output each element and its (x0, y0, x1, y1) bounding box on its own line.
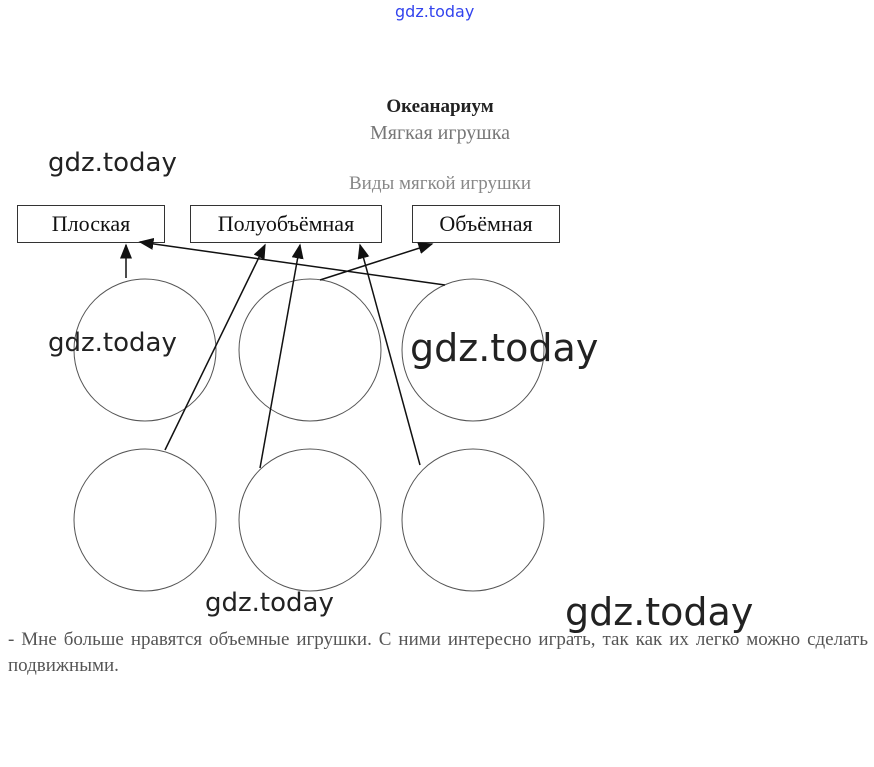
watermark: gdz.today (48, 148, 177, 178)
circle (401, 448, 545, 592)
subtitle-types: Виды мягкой игрушки (348, 173, 531, 194)
title: Океанариум (386, 96, 494, 117)
category-semi-volume: Полуобъёмная (190, 205, 382, 243)
arrow (164, 243, 266, 451)
circle (401, 278, 545, 422)
watermark: gdz.today (410, 326, 599, 370)
watermark: gdz.today (205, 588, 334, 618)
watermark: gdz.today (48, 328, 177, 358)
circle (73, 448, 217, 592)
category-flat: Плоская (17, 205, 165, 243)
circle (73, 278, 217, 422)
answer-text: - Мне больше нравятся объемные игрушки. … (8, 629, 868, 676)
circle (238, 278, 382, 422)
subtitle-toy: Мягкая игрушка (369, 122, 510, 144)
arrow (138, 237, 446, 286)
watermark: gdz.today (565, 590, 754, 634)
circle (238, 448, 382, 592)
arrow (319, 242, 434, 281)
arrow (259, 243, 304, 469)
watermark-top[interactable]: gdz.today (395, 2, 475, 21)
arrow (357, 243, 421, 466)
category-volume: Объёмная (412, 205, 560, 243)
